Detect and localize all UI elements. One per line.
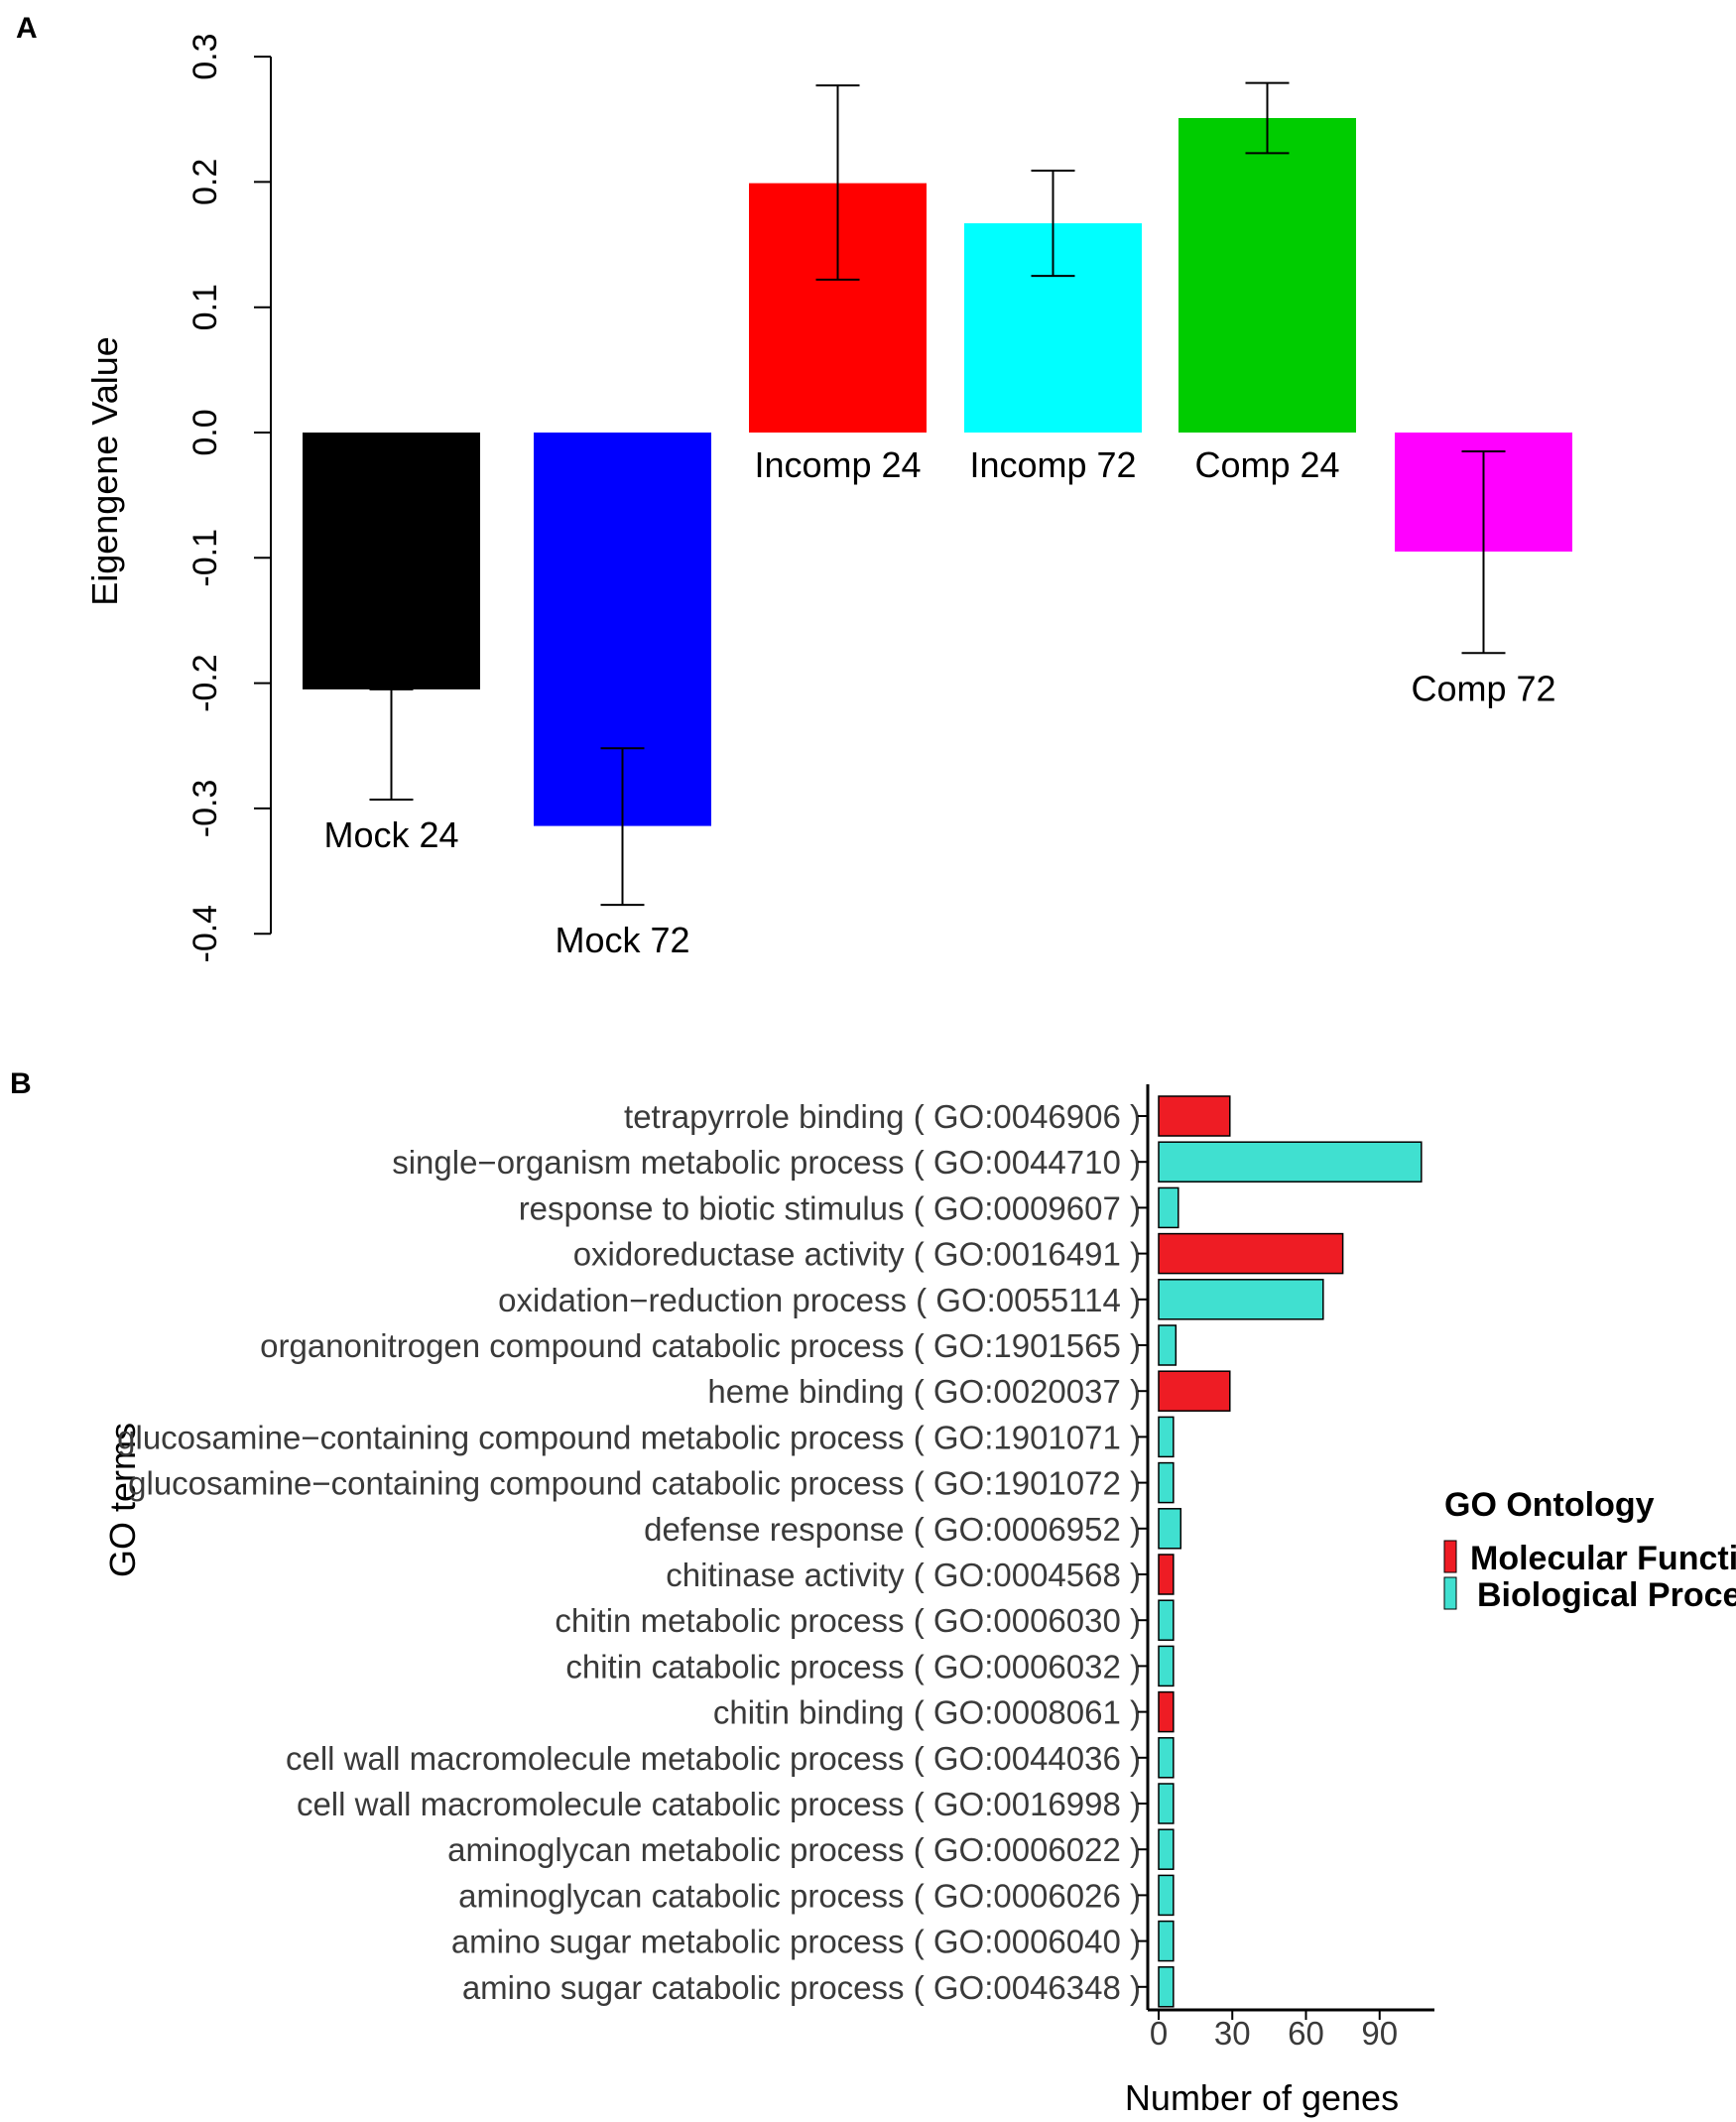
panel-b-term-label: tetrapyrrole binding ( GO:0046906 ): [624, 1098, 1141, 1135]
panel-b-term-label: single−organism metabolic process ( GO:0…: [392, 1144, 1141, 1181]
panel-b-x-axis-label: Number of genes: [1125, 2077, 1399, 2118]
panel-b-x-tick-label: 0: [1150, 2015, 1168, 2052]
panel-b-bar: [1158, 1461, 1175, 1504]
panel-b-bar: [1158, 1186, 1179, 1229]
panel-b-bar: [1158, 1232, 1344, 1275]
panel-b-term-label: aminoglycan catabolic process ( GO:00060…: [458, 1877, 1141, 1914]
panel-b-bar: [1158, 1324, 1178, 1366]
panel-a-y-tick-label: -0.3: [186, 780, 224, 838]
panel-a-bar-label: Comp 24: [1194, 444, 1339, 485]
panel-a-y-axis: 0.3 0.2 0.1 0.0 -0.1 -0.2 -0.3 -0.4: [186, 33, 272, 963]
legend-swatch-biological-process: [1443, 1576, 1457, 1610]
panel-a-y-tick-label: 0.2: [186, 159, 224, 205]
panel-b-go-terms-chart: B GO terms tetrapyrrole binding ( GO:004…: [10, 1067, 1736, 2118]
panel-a-y-tick-label: 0.3: [186, 33, 224, 79]
panel-b-x-tick-label: 90: [1361, 2015, 1398, 2052]
panel-b-bar: [1158, 1554, 1175, 1595]
panel-a-y-tick-label: 0.1: [186, 284, 224, 330]
panel-a-y-tick-label: -0.1: [186, 529, 224, 587]
panel-b-term-label: chitin metabolic process ( GO:0006030 ): [555, 1602, 1141, 1639]
panel-b-term-label: chitin catabolic process ( GO:0006032 ): [565, 1648, 1141, 1685]
panel-b-bar: [1158, 1141, 1423, 1183]
panel-b-bar: [1158, 1737, 1175, 1779]
panel-b-term-label: oxidoreductase activity ( GO:0016491 ): [573, 1236, 1141, 1273]
panel-a-eigengene-chart: A Eigengene Value 0.3 0.2 0.1 0.0 -0.1 -0.2 -0…: [16, 12, 1572, 962]
panel-b-axes: 0 30 60 90: [1138, 1084, 1434, 2052]
panel-b-legend: GO Ontology Molecular Function Biologica…: [1443, 1486, 1736, 1614]
legend-swatch-molecular-function: [1443, 1540, 1457, 1573]
panel-a-bar-label: Incomp 24: [754, 444, 921, 485]
panel-b-bar: [1158, 1828, 1175, 1870]
panel-b-term-label: defense response ( GO:0006952 ): [644, 1511, 1141, 1548]
panel-b-bar: [1158, 1095, 1231, 1137]
panel-b-y-axis-label: GO terms: [102, 1423, 143, 1577]
panel-b-letter: B: [10, 1067, 32, 1100]
panel-a-y-axis-label: Eigengene Value: [84, 336, 125, 606]
panel-b-term-label: cell wall macromolecule metabolic proces…: [286, 1740, 1141, 1777]
panel-b-bar: [1158, 1279, 1324, 1320]
panel-a-letter: A: [16, 12, 38, 45]
panel-b-bar: [1158, 1690, 1175, 1733]
panel-a-bar-comp-24: [1178, 117, 1356, 433]
panel-b-bar: [1158, 1966, 1175, 2008]
panel-b-x-tick-label: 30: [1214, 2015, 1251, 2052]
panel-a-bars: Mock 24 Mock 72 Incomp 24 Incomp 72 Comp 24 C…: [303, 81, 1572, 960]
panel-b-term-label: chitin binding ( GO:0008061 ): [713, 1694, 1141, 1731]
panel-b-term-label: organonitrogen compound catabolic proces…: [260, 1327, 1141, 1364]
legend-title: GO Ontology: [1444, 1486, 1655, 1524]
panel-b-bars: tetrapyrrole binding ( GO:0046906 ) singl…: [117, 1095, 1423, 2008]
panel-a-bar-label: Mock 24: [323, 814, 458, 855]
panel-b-bar: [1158, 1370, 1231, 1412]
panel-b-bar: [1158, 1645, 1175, 1687]
panel-a-bar-label: Incomp 72: [969, 444, 1136, 485]
panel-b-term-label: glucosamine−containing compound cataboli…: [128, 1465, 1141, 1502]
panel-b-term-label: glucosamine−containing compound metaboli…: [117, 1419, 1141, 1455]
panel-a-bar-label: Comp 72: [1411, 668, 1555, 708]
panel-a-y-tick-label: -0.2: [186, 654, 224, 712]
panel-b-bar: [1158, 1416, 1175, 1458]
panel-b-bar: [1158, 1920, 1175, 1962]
panel-a-y-tick-label: 0.0: [186, 409, 224, 455]
panel-b-bar: [1158, 1508, 1182, 1550]
panel-a-y-tick-label: -0.4: [186, 905, 224, 963]
legend-label-molecular-function: Molecular Function: [1470, 1540, 1736, 1577]
panel-b-bar: [1158, 1783, 1175, 1824]
panel-b-term-label: response to biotic stimulus ( GO:0009607…: [519, 1189, 1141, 1226]
panel-b-term-label: chitinase activity ( GO:0004568 ): [666, 1557, 1141, 1593]
panel-b-term-label: amino sugar catabolic process ( GO:00463…: [462, 1969, 1141, 2006]
panel-a-bar-label: Mock 72: [555, 920, 689, 960]
panel-b-term-label: heme binding ( GO:0020037 ): [707, 1373, 1141, 1410]
panel-b-bar: [1158, 1599, 1175, 1641]
panel-b-term-label: oxidation−reduction process ( GO:0055114…: [498, 1282, 1141, 1318]
legend-label-biological-process: Biological Process: [1477, 1576, 1736, 1614]
panel-b-bar: [1158, 1874, 1175, 1917]
panel-a-bar-mock-24: [303, 433, 480, 689]
panel-b-x-tick-label: 60: [1288, 2015, 1324, 2052]
panel-b-term-label: aminoglycan metabolic process ( GO:00060…: [447, 1831, 1141, 1868]
panel-b-term-label: cell wall macromolecule catabolic proces…: [297, 1786, 1141, 1822]
panel-b-term-label: amino sugar metabolic process ( GO:00060…: [451, 1924, 1141, 1960]
